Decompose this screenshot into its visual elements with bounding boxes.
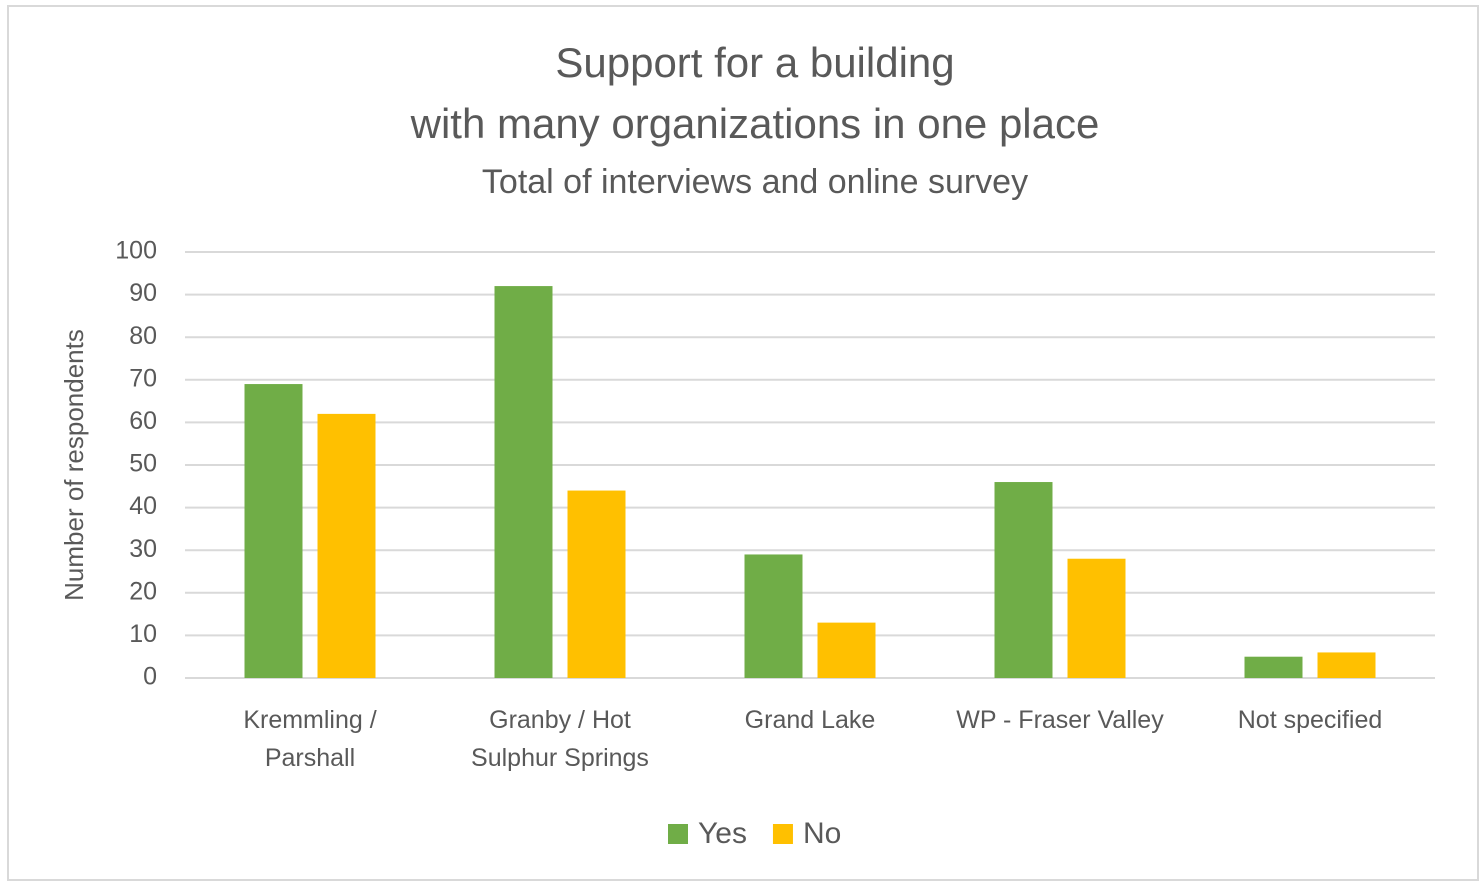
bar (994, 482, 1053, 678)
y-tick-label: 70 (129, 364, 157, 392)
legend-swatch (668, 824, 688, 844)
bar (1317, 652, 1376, 678)
chart-subtitle: Total of interviews and online survey (482, 163, 1028, 201)
y-tick-label: 80 (129, 322, 157, 350)
y-tick-label: 90 (129, 279, 157, 307)
y-tick-label: 60 (129, 407, 157, 435)
chart-title: with many organizations in one place (410, 100, 1100, 147)
bar (1067, 558, 1126, 678)
bar (317, 413, 376, 678)
y-tick-label: 0 (143, 663, 157, 691)
bar (744, 554, 803, 678)
x-tick-label: Kremmling / Parshall (243, 706, 377, 772)
x-tick-label: WP - Fraser Valley (956, 706, 1164, 734)
y-tick-label: 50 (129, 450, 157, 478)
y-tick-label: 40 (129, 492, 157, 520)
bar (567, 490, 626, 678)
bar (244, 384, 303, 678)
bar (1244, 656, 1303, 678)
legend-swatch (772, 824, 793, 844)
bar (817, 622, 876, 678)
y-tick-label: 20 (129, 577, 157, 605)
chart-title: Support for a building (555, 39, 954, 86)
y-axis-label: Number of respondents (59, 329, 89, 601)
legend-label: Yes (698, 817, 747, 850)
x-tick-label: Grand Lake (744, 706, 876, 734)
y-tick-label: 10 (129, 620, 157, 648)
x-tick-label: Not specified (1237, 706, 1383, 734)
y-tick-label: 100 (115, 237, 157, 265)
legend-label: No (803, 817, 841, 850)
chart-border (7, 5, 1479, 881)
y-tick-label: 30 (129, 535, 157, 563)
x-tick-label: Granby / Hot Sulphur Springs (471, 706, 649, 772)
bar (494, 286, 553, 678)
